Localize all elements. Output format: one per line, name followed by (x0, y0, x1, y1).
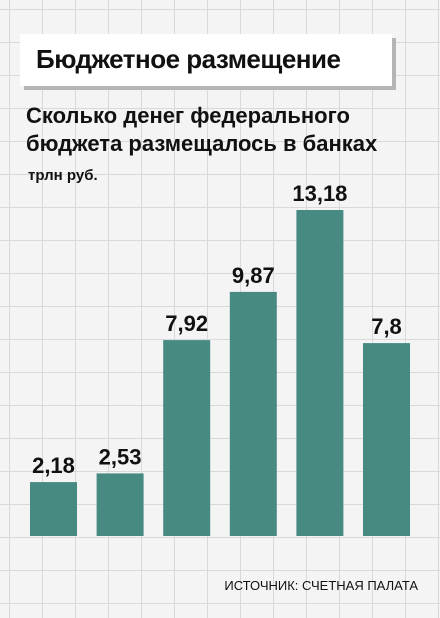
data-label-5: 13,18 (292, 181, 347, 206)
data-label-6: 7,8 (371, 314, 402, 339)
chart-title: Бюджетное размещение (36, 44, 341, 74)
bar-2 (96, 473, 144, 536)
data-label-2: 2,53 (99, 444, 142, 469)
bar-6 (363, 343, 410, 536)
data-label-3: 7,92 (165, 311, 208, 336)
bar-3 (163, 340, 211, 536)
data-label-1: 2,18 (32, 453, 75, 478)
unit-label: трлн руб. (28, 167, 98, 184)
source-note: ИСТОЧНИК: СЧЕТНАЯ ПАЛАТА (224, 578, 418, 593)
chart-subtitle: Сколько денег федерального бюджета разме… (26, 103, 378, 156)
title-box: Бюджетное размещение (20, 34, 392, 86)
bar-4 (229, 291, 277, 536)
data-label-4: 9,87 (232, 263, 275, 288)
bar-1 (30, 482, 77, 536)
bar-5 (296, 210, 344, 536)
